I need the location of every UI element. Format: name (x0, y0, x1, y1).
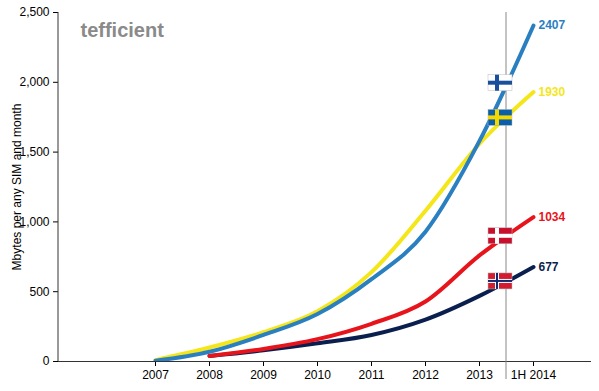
svg-text:2012: 2012 (412, 368, 439, 382)
svg-text:500: 500 (29, 285, 49, 299)
svg-text:2013: 2013 (466, 368, 493, 382)
svg-text:Mbytes per any SIM and month: Mbytes per any SIM and month (10, 104, 24, 271)
svg-text:2011: 2011 (359, 368, 385, 382)
svg-text:1034: 1034 (539, 210, 566, 224)
svg-text:2007: 2007 (142, 368, 169, 382)
svg-text:2010: 2010 (304, 368, 331, 382)
svg-text:1930: 1930 (539, 85, 566, 99)
svg-text:1H 2014: 1H 2014 (511, 368, 557, 382)
svg-text:2407: 2407 (539, 18, 566, 32)
svg-text:2,500: 2,500 (19, 5, 49, 19)
svg-text:0: 0 (43, 354, 50, 368)
svg-text:tefficient: tefficient (81, 19, 165, 41)
svg-text:2,000: 2,000 (19, 75, 49, 89)
svg-text:2009: 2009 (250, 368, 277, 382)
svg-text:2008: 2008 (196, 368, 223, 382)
svg-text:1,500: 1,500 (19, 144, 50, 159)
svg-text:677: 677 (539, 260, 559, 274)
svg-text:1,000: 1,000 (19, 214, 50, 229)
